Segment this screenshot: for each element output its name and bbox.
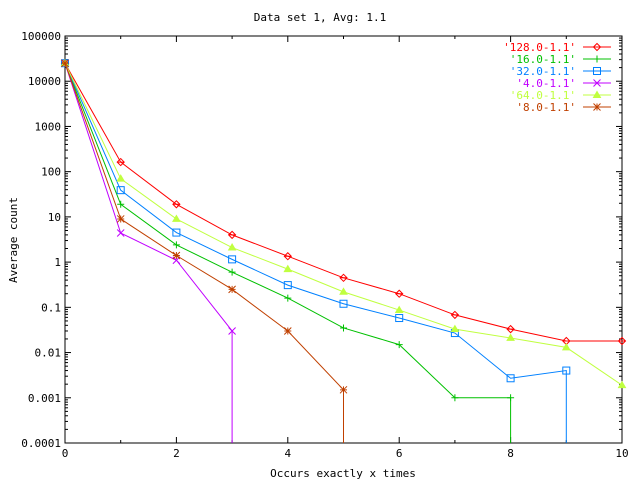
series-line [64,63,512,443]
y-tick-label: 0.0001 [21,437,61,450]
x-tick-label: 4 [284,447,291,460]
series-4 [60,58,627,389]
star-marker [61,59,69,68]
legend-label: '8.0-1.1' [516,101,576,114]
plus-marker [507,394,515,402]
legend-label: '16.0-1.1' [510,53,576,66]
legend-label: '64.0-1.1' [510,89,576,102]
y-tick-label: 10 [48,211,61,224]
y-axis-label: Average count [7,197,20,283]
star-marker [283,327,292,335]
diamond-marker [506,324,515,334]
triangle-marker [506,333,515,341]
y-tick-label: 100 [41,166,61,179]
triangle-marker [172,214,181,222]
plus-marker [395,341,403,349]
plus-marker [172,241,180,249]
y-tick-label: 1000 [35,120,62,133]
series-line [64,63,344,443]
star-marker [593,103,601,111]
x-tick-label: 6 [396,447,403,460]
square-marker [283,281,292,290]
legend-label: '32.0-1.1' [510,65,576,78]
plus-marker [593,55,601,63]
square-marker [172,228,181,237]
diamond-marker [116,157,125,167]
y-tick-label: 10000 [28,75,61,88]
y-tick-label: 0.01 [35,347,62,360]
x-axis-label: Occurs exactly x times [270,467,416,480]
diamond-marker [450,310,460,320]
legend-label: '4.0-1.1' [516,77,576,90]
star-marker [228,285,236,294]
series-line [64,63,567,443]
diamond-marker [172,200,181,209]
square-marker [506,374,515,383]
x-tick-label: 8 [507,447,514,460]
y-tick-label: 0.1 [41,301,61,314]
square-marker [116,186,125,195]
diamond-marker [339,273,348,283]
plus-marker [284,294,292,302]
star-marker [172,251,181,260]
triangle-marker [227,243,237,251]
square-marker [562,366,571,375]
plus-marker [117,200,125,208]
diamond-marker [562,336,571,346]
x-tick-label: 10 [615,447,628,460]
x-marker [228,327,236,335]
triangle-marker [617,380,627,389]
square-marker [339,299,348,308]
series-1 [61,59,515,443]
diamond-marker [617,336,627,346]
y-tick-label: 100000 [21,30,61,43]
x-marker [116,229,125,237]
x-marker [593,79,601,87]
triangle-marker [561,342,571,351]
x-tick-label: 0 [62,447,69,460]
y-tick-label: 1 [54,256,61,269]
triangle-marker [450,324,460,333]
star-marker [116,215,125,223]
diamond-marker [394,289,404,298]
plus-marker [340,324,347,332]
triangle-marker [592,90,602,98]
triangle-marker [283,264,293,273]
square-marker [228,255,237,264]
triangle-marker [339,287,348,295]
series-3 [61,59,236,443]
star-marker [339,385,348,394]
series-5 [61,59,348,443]
legend-label: '128.0-1.1' [503,41,576,54]
triangle-marker [116,174,126,182]
diamond-marker [283,252,293,261]
y-tick-label: 0.001 [28,392,61,405]
square-marker [395,314,404,323]
triangle-marker [394,305,404,314]
series-2 [61,59,571,443]
plus-marker [228,268,236,276]
diamond-marker [592,42,602,52]
diamond-marker [227,230,237,240]
x-tick-label: 2 [173,447,180,460]
chart-title: Data set 1, Avg: 1.1 [254,11,386,24]
square-marker [593,67,601,75]
plus-marker [451,394,459,402]
